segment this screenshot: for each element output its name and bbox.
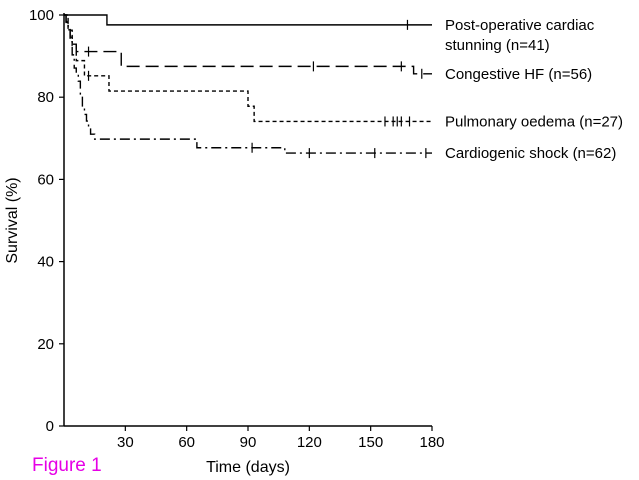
y-tick-label: 40 <box>37 254 54 271</box>
legend-label: Pulmonary oedema (n=27) <box>445 113 623 130</box>
x-tick-label: 90 <box>240 434 257 451</box>
y-tick-label: 80 <box>37 89 54 106</box>
series-line <box>64 14 432 26</box>
y-tick-label: 20 <box>37 336 54 353</box>
legend-label: Cardiogenic shock (n=62) <box>445 145 616 162</box>
y-axis-title: Survival (%) <box>4 177 21 263</box>
x-tick-label: 150 <box>358 434 383 451</box>
y-tick-label: 0 <box>46 418 54 435</box>
y-tick-label: 60 <box>37 171 54 188</box>
series-line <box>64 14 432 75</box>
series-line <box>64 14 432 123</box>
figure-label: Figure 1 <box>32 455 102 476</box>
x-axis-title: Time (days) <box>206 459 290 476</box>
censor-marks <box>87 19 427 159</box>
legend-label: Post-operative cardiac stunning (n=41) <box>445 17 595 54</box>
x-tick-label: 30 <box>117 434 134 451</box>
series-lines <box>64 14 432 154</box>
y-tick-label: 100 <box>29 7 54 24</box>
series-line <box>64 14 432 154</box>
legend-label: Congestive HF (n=56) <box>445 66 592 83</box>
ticks: 0 20 40 60 80 100 30 60 90 120 150 180 <box>29 7 445 451</box>
x-tick-label: 180 <box>419 434 444 451</box>
x-tick-label: 60 <box>178 434 195 451</box>
axes <box>63 13 432 427</box>
x-tick-label: 120 <box>297 434 322 451</box>
legend: Post-operative cardiac stunning (n=41) Con… <box>445 17 623 162</box>
